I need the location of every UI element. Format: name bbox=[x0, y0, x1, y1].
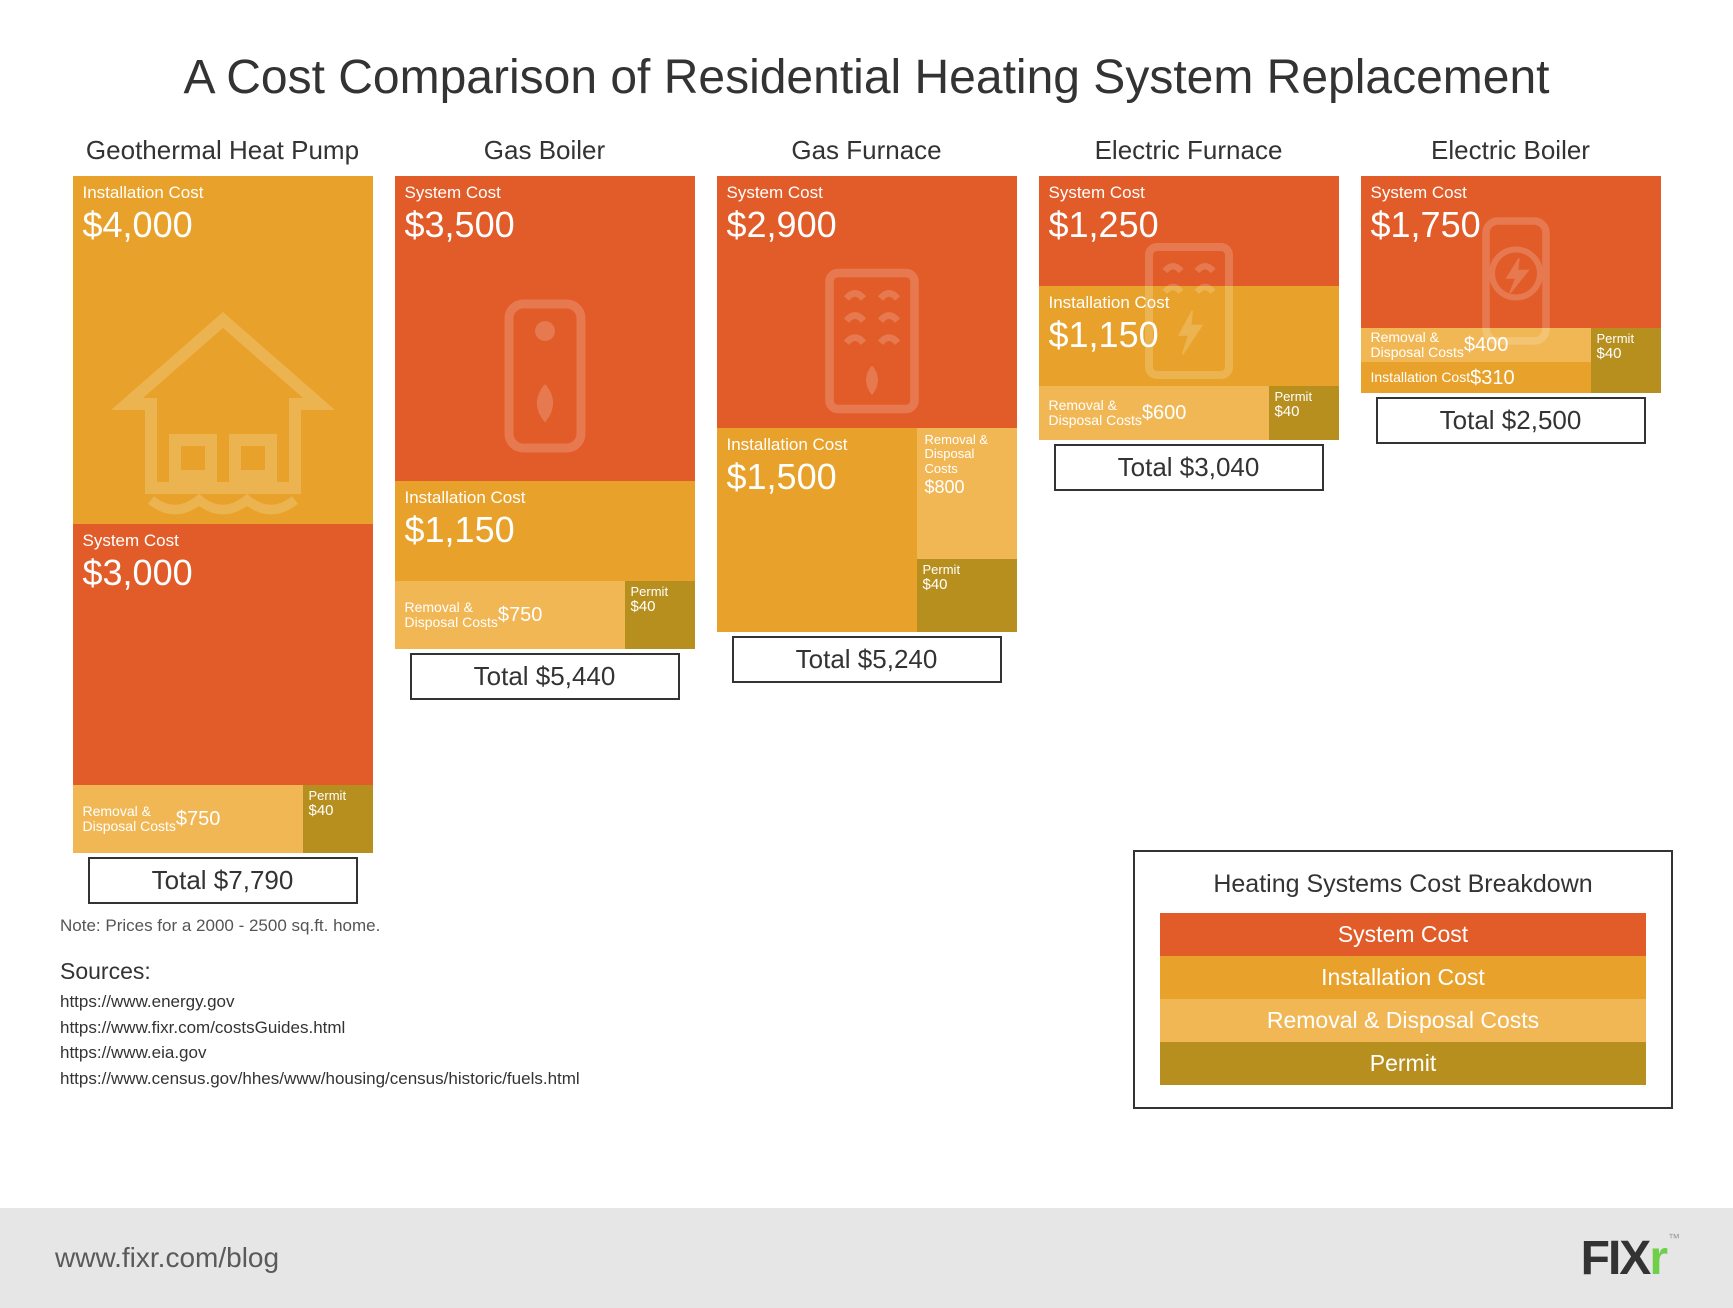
logo-tm: ™ bbox=[1668, 1231, 1678, 1245]
system-column: Geothermal Heat Pump Installation Cost$4,… bbox=[73, 135, 373, 904]
treemap-stack: System Cost$1,750Removal &Disposal Costs… bbox=[1361, 176, 1661, 393]
block-value: $3,000 bbox=[73, 551, 373, 593]
system-title: Electric Boiler bbox=[1361, 135, 1661, 166]
cost-block-system: System Cost$1,750 bbox=[1361, 176, 1661, 328]
block-label: Removal &Disposal Costs bbox=[405, 600, 498, 631]
cost-block-system: System Cost$1,250 bbox=[1039, 176, 1339, 286]
treemap-stack: System Cost$2,900Installation Cost$1,500… bbox=[717, 176, 1017, 632]
total-box: Total $3,040 bbox=[1054, 444, 1324, 491]
treemap-stack: System Cost$3,500Installation Cost$1,150… bbox=[395, 176, 695, 649]
block-value: $1,500 bbox=[717, 455, 917, 497]
legend-title: Heating Systems Cost Breakdown bbox=[1160, 870, 1646, 899]
block-label: Removal &Disposal Costs bbox=[83, 804, 176, 835]
block-value: $40 bbox=[917, 577, 1017, 594]
system-column: Electric FurnaceSystem Cost$1,250Install… bbox=[1039, 135, 1339, 491]
cost-block-permit: Permit$40 bbox=[303, 785, 373, 853]
cost-block-removal: Removal &Disposal Costs $600 bbox=[1039, 386, 1269, 440]
system-column: Gas FurnaceSystem Cost$2,900Installation… bbox=[717, 135, 1017, 683]
block-label: Permit bbox=[625, 581, 695, 599]
block-label: Permit bbox=[1269, 386, 1339, 404]
block-value: $40 bbox=[303, 803, 373, 820]
cost-block-system: System Cost$3,500 bbox=[395, 176, 695, 481]
block-label: System Cost bbox=[1361, 176, 1661, 203]
cost-block-installation: Installation Cost$1,150 bbox=[395, 481, 695, 581]
block-label: Removal &DisposalCosts bbox=[917, 428, 1017, 476]
legend-row: Permit bbox=[1160, 1042, 1646, 1085]
logo-fix: FIX bbox=[1581, 1232, 1650, 1285]
cost-block-system: System Cost$3,000 bbox=[73, 524, 373, 785]
cost-block-installation: Installation Cost$1,150 bbox=[1039, 286, 1339, 386]
total-box: Total $7,790 bbox=[88, 857, 358, 904]
legend-row: System Cost bbox=[1160, 913, 1646, 956]
block-label: Permit bbox=[917, 559, 1017, 577]
footer-url: www.fixr.com/blog bbox=[55, 1242, 279, 1274]
cost-block-removal: Removal &Disposal Costs $400 bbox=[1361, 328, 1591, 362]
cost-block-permit: Permit$40 bbox=[625, 581, 695, 649]
block-value: $40 bbox=[625, 599, 695, 616]
cost-block-installation: Installation Cost$4,000 bbox=[73, 176, 373, 524]
treemap-stack: System Cost$1,250Installation Cost$1,150… bbox=[1039, 176, 1339, 440]
block-value: $600 bbox=[1142, 402, 1187, 424]
cost-block-removal: Removal &Disposal Costs $750 bbox=[73, 785, 303, 853]
cost-block-installation: Installation Cost $310 bbox=[1361, 362, 1591, 393]
legend-box: Heating Systems Cost Breakdown System Co… bbox=[1133, 850, 1673, 1109]
block-value: $4,000 bbox=[73, 203, 373, 245]
columns-container: Geothermal Heat PumpInstallation Cost$4,… bbox=[50, 135, 1683, 904]
system-title: Geothermal Heat Pump bbox=[73, 135, 373, 166]
total-box: Total $5,440 bbox=[410, 653, 680, 700]
total-box: Total $2,500 bbox=[1376, 397, 1646, 444]
block-label: Permit bbox=[303, 785, 373, 803]
block-value: $1,150 bbox=[395, 508, 695, 550]
main-title: A Cost Comparison of Residential Heating… bbox=[50, 50, 1683, 105]
block-label: Installation Cost bbox=[395, 481, 695, 508]
cost-block-permit: Permit$40 bbox=[917, 559, 1017, 632]
legend-row: Removal & Disposal Costs bbox=[1160, 999, 1646, 1042]
block-value: $40 bbox=[1269, 404, 1339, 421]
block-label: Permit bbox=[1591, 328, 1661, 346]
block-value: $800 bbox=[917, 476, 1017, 498]
block-value: $400 bbox=[1464, 334, 1509, 356]
system-title: Gas Boiler bbox=[395, 135, 695, 166]
system-column: Gas BoilerSystem Cost$3,500Installation … bbox=[395, 135, 695, 700]
block-label: Removal &Disposal Costs bbox=[1049, 398, 1142, 429]
cost-block-removal: Removal &DisposalCosts$800 bbox=[917, 428, 1017, 559]
block-value: $750 bbox=[176, 808, 221, 830]
cost-block-system: System Cost$2,900 bbox=[717, 176, 1017, 428]
cost-block-permit: Permit$40 bbox=[1591, 328, 1661, 393]
block-label: System Cost bbox=[717, 176, 1017, 203]
block-value: $1,250 bbox=[1039, 203, 1339, 245]
treemap-stack: Installation Cost$4,000System Cost$3,000… bbox=[73, 176, 373, 853]
block-value: $310 bbox=[1470, 367, 1515, 389]
block-value: $40 bbox=[1591, 346, 1661, 363]
block-label: System Cost bbox=[73, 524, 373, 551]
total-box: Total $5,240 bbox=[732, 636, 1002, 683]
system-column: Electric BoilerSystem Cost$1,750Removal … bbox=[1361, 135, 1661, 444]
system-title: Gas Furnace bbox=[717, 135, 1017, 166]
cost-block-installation: Installation Cost$1,500 bbox=[717, 428, 917, 632]
block-value: $2,900 bbox=[717, 203, 1017, 245]
block-label: Installation Cost bbox=[73, 176, 373, 203]
block-value: $1,150 bbox=[1039, 313, 1339, 355]
fixr-logo: FIXr™ bbox=[1581, 1231, 1678, 1286]
block-value: $750 bbox=[498, 604, 543, 626]
page: A Cost Comparison of Residential Heating… bbox=[0, 0, 1733, 1308]
block-label: System Cost bbox=[1039, 176, 1339, 203]
block-label: Installation Cost bbox=[1371, 370, 1471, 385]
system-title: Electric Furnace bbox=[1039, 135, 1339, 166]
cost-block-removal: Removal &Disposal Costs $750 bbox=[395, 581, 625, 649]
footer-bar: www.fixr.com/blog FIXr™ bbox=[0, 1208, 1733, 1308]
logo-r: r bbox=[1649, 1232, 1666, 1285]
legend-row: Installation Cost bbox=[1160, 956, 1646, 999]
cost-block-permit: Permit$40 bbox=[1269, 386, 1339, 440]
block-value: $1,750 bbox=[1361, 203, 1661, 245]
block-value: $3,500 bbox=[395, 203, 695, 245]
block-label: Installation Cost bbox=[717, 428, 917, 455]
block-label: Removal &Disposal Costs bbox=[1371, 330, 1464, 361]
block-label: System Cost bbox=[395, 176, 695, 203]
block-label: Installation Cost bbox=[1039, 286, 1339, 313]
